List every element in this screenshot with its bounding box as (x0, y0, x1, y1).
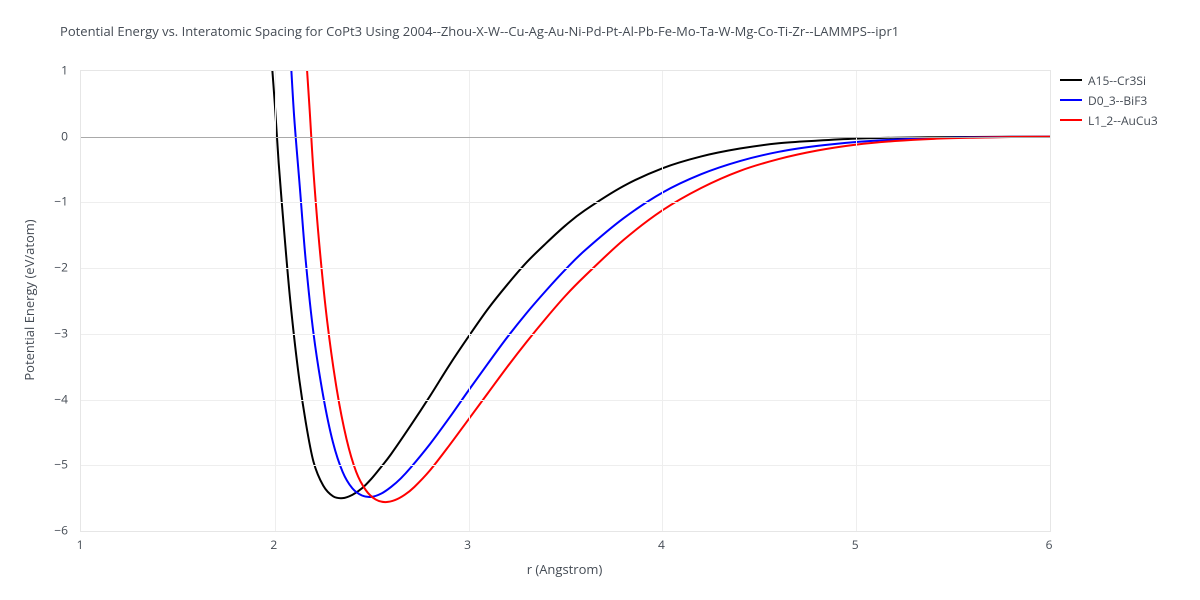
gridline-horizontal (81, 202, 1050, 203)
series-L1_2--AuCu3[interactable] (306, 51, 1050, 502)
legend-swatch (1060, 79, 1082, 81)
y-tick-label: −5 (54, 456, 68, 473)
legend: A15--Cr3Si D0_3--BiF3 L1_2--AuCu3 (1060, 70, 1158, 130)
legend-item[interactable]: L1_2--AuCu3 (1060, 110, 1158, 130)
series-D0_3--BiF3[interactable] (290, 51, 1050, 497)
gridline-horizontal (81, 268, 1050, 269)
x-tick-label: 4 (658, 536, 665, 553)
y-tick-label: 1 (61, 62, 68, 79)
x-tick-label: 2 (270, 536, 277, 553)
y-tick-label: −2 (54, 259, 68, 276)
legend-label: D0_3--BiF3 (1088, 92, 1147, 109)
zero-line (81, 137, 1050, 138)
legend-swatch (1060, 99, 1082, 101)
legend-label: A15--Cr3Si (1088, 72, 1146, 89)
legend-swatch (1060, 119, 1082, 121)
legend-label: L1_2--AuCu3 (1088, 112, 1158, 129)
y-tick-label: −3 (54, 324, 68, 341)
chart-title: Potential Energy vs. Interatomic Spacing… (60, 22, 899, 40)
gridline-vertical (275, 71, 276, 531)
y-tick-label: −4 (54, 390, 68, 407)
legend-item[interactable]: D0_3--BiF3 (1060, 90, 1158, 110)
y-tick-label: −6 (54, 522, 68, 539)
x-axis-label: r (Angstrom) (80, 560, 1049, 578)
x-tick-label: 6 (1046, 536, 1053, 553)
plot-area[interactable] (80, 70, 1051, 532)
y-tick-label: −1 (54, 193, 68, 210)
legend-item[interactable]: A15--Cr3Si (1060, 70, 1158, 90)
y-tick-label: 0 (61, 127, 68, 144)
curves-svg (81, 71, 1050, 531)
x-tick-label: 3 (464, 536, 471, 553)
gridline-vertical (856, 71, 857, 531)
gridline-horizontal (81, 334, 1050, 335)
x-tick-label: 5 (852, 536, 859, 553)
gridline-horizontal (81, 400, 1050, 401)
gridline-horizontal (81, 465, 1050, 466)
x-tick-label: 1 (77, 536, 84, 553)
gridline-vertical (662, 71, 663, 531)
series-A15--Cr3Si[interactable] (271, 51, 1050, 498)
gridline-vertical (469, 71, 470, 531)
